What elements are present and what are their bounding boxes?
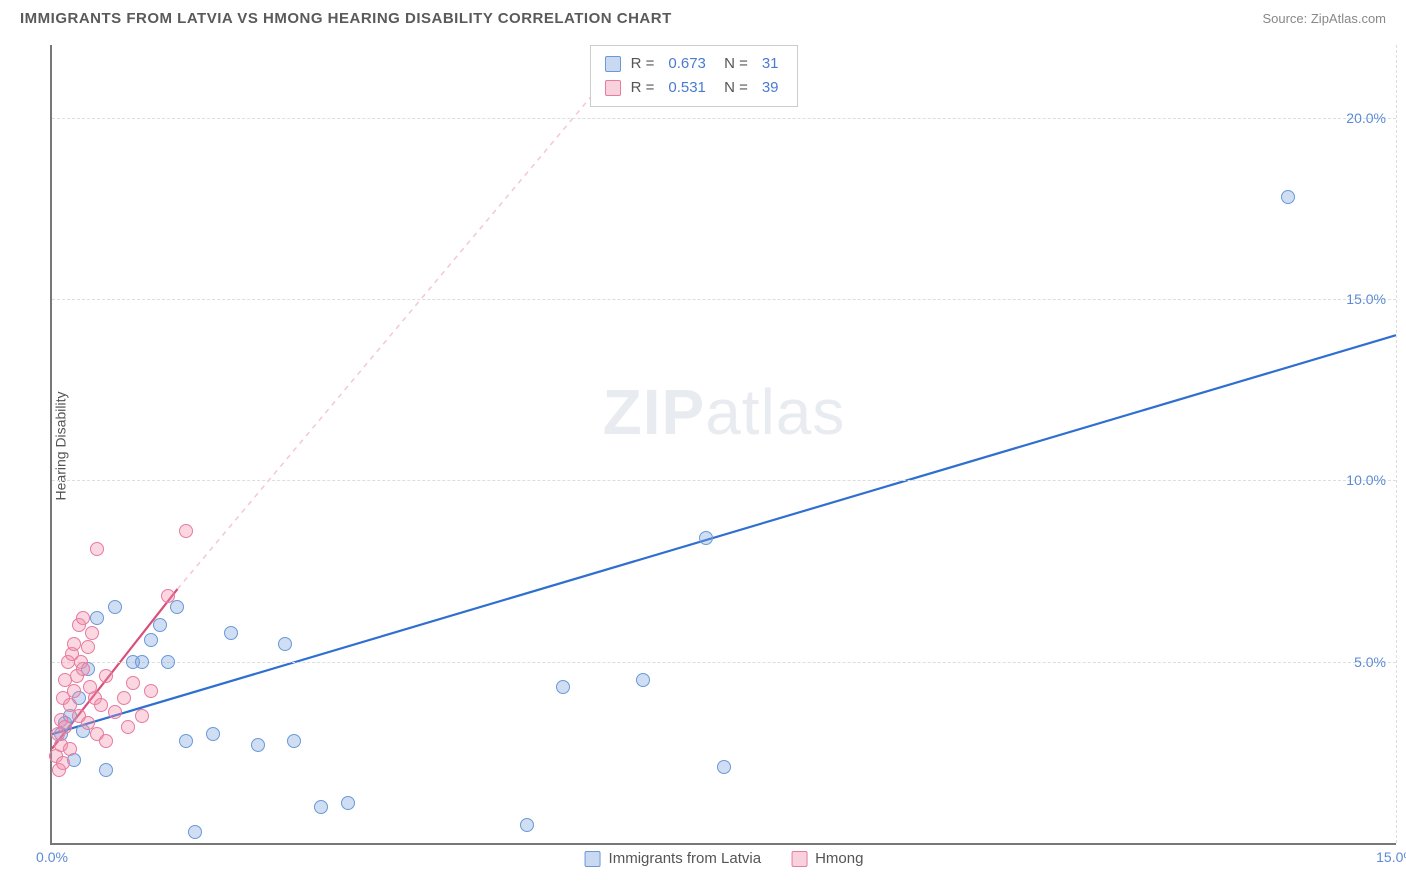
data-point bbox=[67, 637, 81, 651]
data-point bbox=[90, 611, 104, 625]
data-point bbox=[85, 626, 99, 640]
data-point bbox=[699, 531, 713, 545]
data-point bbox=[224, 626, 238, 640]
gridline-v bbox=[1396, 45, 1397, 843]
data-point bbox=[161, 589, 175, 603]
data-point bbox=[341, 796, 355, 810]
legend-label: Hmong bbox=[815, 850, 863, 867]
xtick-label: 0.0% bbox=[36, 849, 68, 865]
data-point bbox=[135, 655, 149, 669]
data-point bbox=[179, 524, 193, 538]
data-point bbox=[144, 633, 158, 647]
legend-item-blue: Immigrants from Latvia bbox=[585, 850, 762, 867]
data-point bbox=[188, 825, 202, 839]
data-point bbox=[99, 669, 113, 683]
data-point bbox=[135, 709, 149, 723]
ytick-label: 20.0% bbox=[1346, 110, 1386, 126]
data-point bbox=[161, 655, 175, 669]
data-point bbox=[99, 763, 113, 777]
data-point bbox=[278, 637, 292, 651]
source-label: Source: ZipAtlas.com bbox=[1262, 11, 1386, 26]
data-point bbox=[556, 680, 570, 694]
legend: Immigrants from Latvia Hmong bbox=[585, 850, 864, 867]
ytick-label: 10.0% bbox=[1346, 472, 1386, 488]
legend-item-pink: Hmong bbox=[791, 850, 863, 867]
data-point bbox=[76, 611, 90, 625]
data-point bbox=[1281, 190, 1295, 204]
gridline-h bbox=[52, 118, 1396, 119]
data-point bbox=[126, 676, 140, 690]
data-point bbox=[67, 684, 81, 698]
data-point bbox=[206, 727, 220, 741]
data-point bbox=[58, 720, 72, 734]
data-point bbox=[287, 734, 301, 748]
legend-swatch-blue-icon bbox=[585, 851, 601, 867]
ytick-label: 15.0% bbox=[1346, 291, 1386, 307]
xtick-label: 15.0% bbox=[1376, 849, 1406, 865]
ytick-label: 5.0% bbox=[1354, 654, 1386, 670]
stats-row-pink: R =0.531 N =39 bbox=[605, 76, 783, 100]
data-point bbox=[117, 691, 131, 705]
data-point bbox=[81, 640, 95, 654]
chart-title: IMMIGRANTS FROM LATVIA VS HMONG HEARING … bbox=[20, 10, 672, 27]
trend-lines-layer bbox=[52, 45, 1396, 843]
data-point bbox=[179, 734, 193, 748]
data-point bbox=[63, 742, 77, 756]
data-point bbox=[170, 600, 184, 614]
data-point bbox=[144, 684, 158, 698]
gridline-h bbox=[52, 480, 1396, 481]
data-point bbox=[108, 600, 122, 614]
legend-label: Immigrants from Latvia bbox=[609, 850, 762, 867]
data-point bbox=[636, 673, 650, 687]
data-point bbox=[56, 756, 70, 770]
data-point bbox=[314, 800, 328, 814]
data-point bbox=[717, 760, 731, 774]
stats-row-blue: R =0.673 N =31 bbox=[605, 52, 783, 76]
data-point bbox=[251, 738, 265, 752]
data-point bbox=[153, 618, 167, 632]
swatch-pink-icon bbox=[605, 80, 621, 96]
data-point bbox=[121, 720, 135, 734]
data-point bbox=[94, 698, 108, 712]
swatch-blue-icon bbox=[605, 56, 621, 72]
legend-swatch-pink-icon bbox=[791, 851, 807, 867]
stats-box: R =0.673 N =31 R =0.531 N =39 bbox=[590, 45, 798, 107]
data-point bbox=[108, 705, 122, 719]
gridline-h bbox=[52, 299, 1396, 300]
data-point bbox=[90, 542, 104, 556]
data-point bbox=[76, 662, 90, 676]
data-point bbox=[520, 818, 534, 832]
scatter-chart: ZIPatlas R =0.673 N =31 R =0.531 N =39 I… bbox=[50, 45, 1396, 845]
data-point bbox=[99, 734, 113, 748]
gridline-h bbox=[52, 662, 1396, 663]
